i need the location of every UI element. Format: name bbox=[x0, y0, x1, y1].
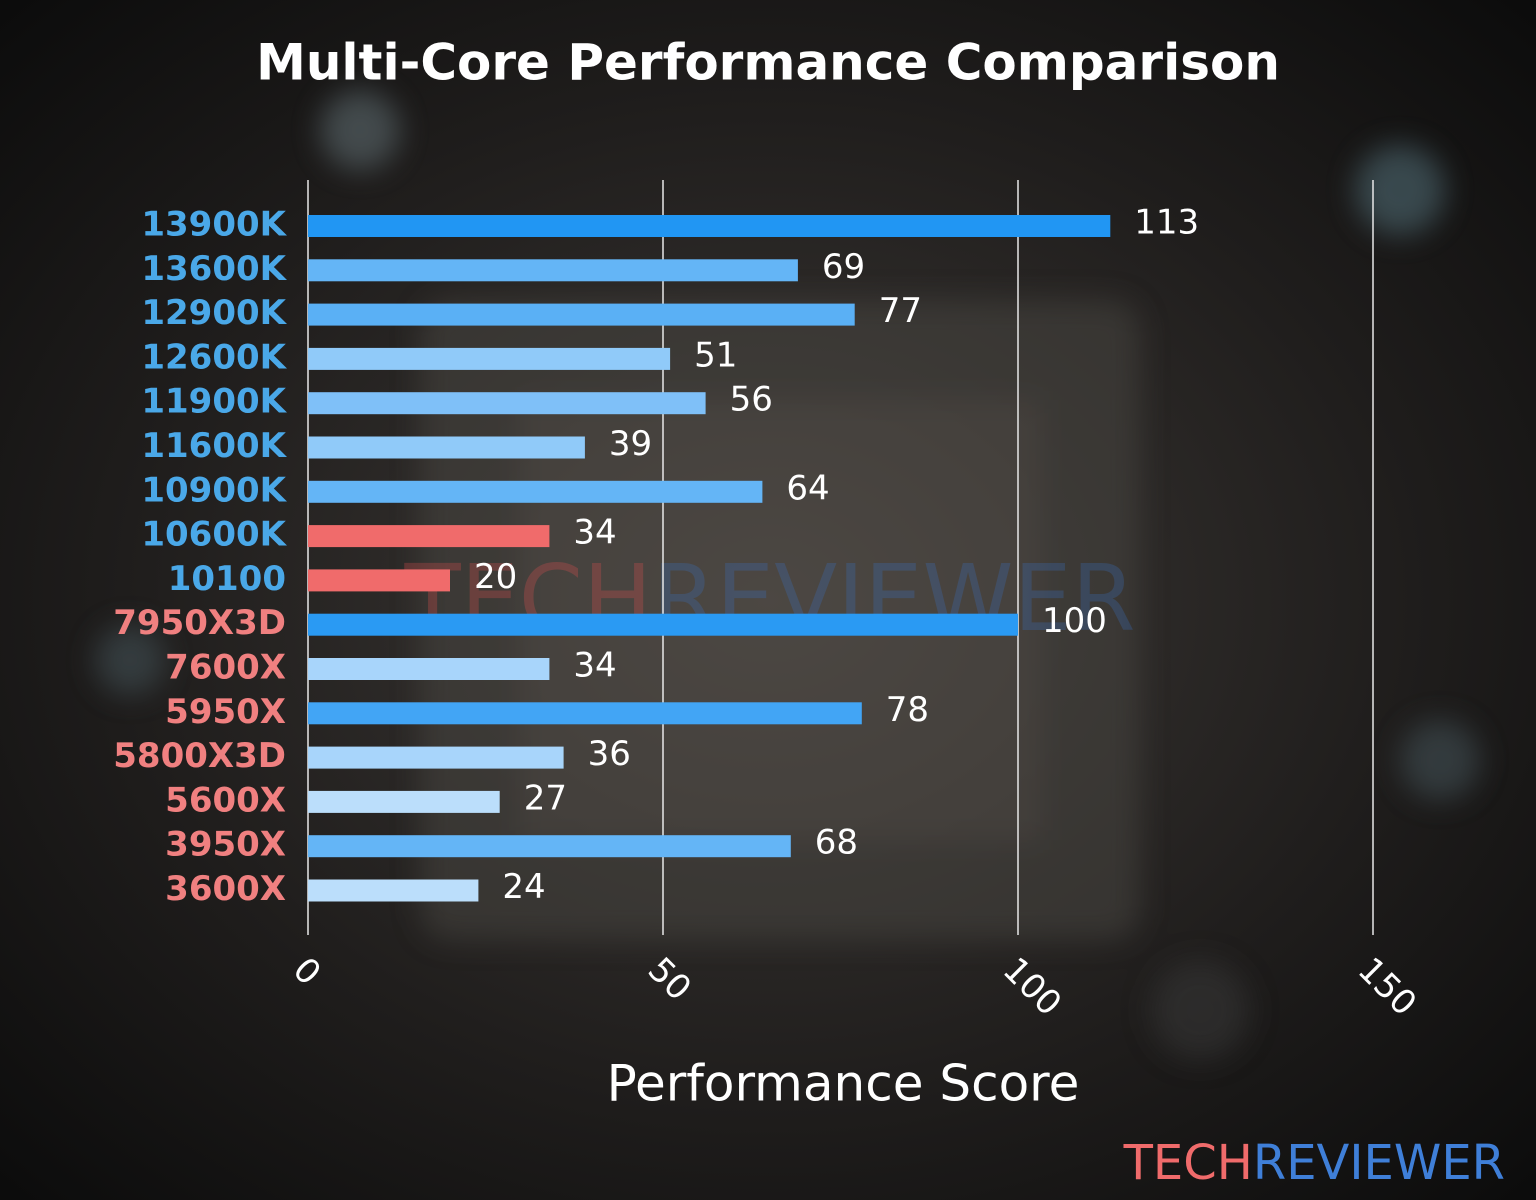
value-label: 36 bbox=[588, 734, 631, 774]
y-tick-label: 3600X bbox=[165, 869, 286, 909]
value-label: 24 bbox=[502, 867, 545, 907]
value-label: 34 bbox=[573, 646, 616, 686]
y-tick-label: 11900K bbox=[141, 382, 287, 422]
bar bbox=[308, 303, 855, 326]
logo: TECHREVIEWER bbox=[1123, 1135, 1505, 1191]
y-tick-label: 11600K bbox=[141, 426, 287, 466]
bar bbox=[308, 879, 479, 902]
bar bbox=[308, 790, 500, 813]
bar bbox=[308, 746, 564, 769]
value-label: 68 bbox=[815, 823, 858, 863]
bar bbox=[308, 702, 862, 725]
y-tick-label: 7950X3D bbox=[113, 603, 286, 643]
x-axis-label: Performance Score bbox=[607, 1055, 1080, 1113]
bar bbox=[308, 347, 671, 370]
logo-part: REVIEWER bbox=[1253, 1135, 1505, 1191]
y-tick-label: 12600K bbox=[141, 337, 287, 377]
value-label: 51 bbox=[694, 335, 737, 375]
value-label: 78 bbox=[886, 690, 929, 730]
y-tick-label: 5600X bbox=[165, 780, 286, 820]
y-tick-label: 12900K bbox=[141, 293, 287, 333]
logo-part: TECH bbox=[1123, 1135, 1253, 1191]
watermark-part: TECH bbox=[403, 545, 652, 652]
bar bbox=[308, 835, 791, 858]
value-label: 69 bbox=[822, 247, 865, 287]
y-tick-label: 3950X bbox=[165, 825, 286, 865]
chart-title: Multi-Core Performance Comparison bbox=[256, 34, 1280, 92]
value-label: 64 bbox=[786, 468, 829, 508]
y-tick-label: 5950X bbox=[165, 692, 286, 732]
watermark: TECHREVIEWER bbox=[403, 545, 1135, 652]
y-tick-label: 10100 bbox=[168, 559, 286, 599]
bar bbox=[308, 392, 706, 415]
value-label: 34 bbox=[573, 513, 616, 553]
bar bbox=[308, 658, 550, 680]
y-tick-label: 13600K bbox=[141, 249, 287, 289]
bar bbox=[308, 259, 798, 282]
bar bbox=[308, 569, 450, 592]
y-tick-label: 10900K bbox=[141, 470, 287, 510]
bar bbox=[308, 215, 1111, 237]
y-tick-label: 10600K bbox=[141, 515, 287, 555]
value-label: 27 bbox=[524, 778, 567, 818]
value-label: 39 bbox=[609, 424, 652, 464]
y-tick-label: 13900K bbox=[141, 205, 287, 245]
value-label: 56 bbox=[730, 380, 773, 420]
bar bbox=[308, 480, 763, 503]
y-tick-label: 7600X bbox=[165, 648, 286, 688]
value-label: 100 bbox=[1042, 601, 1107, 641]
bar bbox=[308, 613, 1018, 636]
value-label: 113 bbox=[1134, 203, 1199, 243]
bar bbox=[308, 525, 550, 548]
value-label: 77 bbox=[879, 291, 922, 331]
y-tick-label: 5800X3D bbox=[113, 736, 286, 776]
value-label: 20 bbox=[474, 557, 517, 597]
bar bbox=[308, 436, 585, 459]
